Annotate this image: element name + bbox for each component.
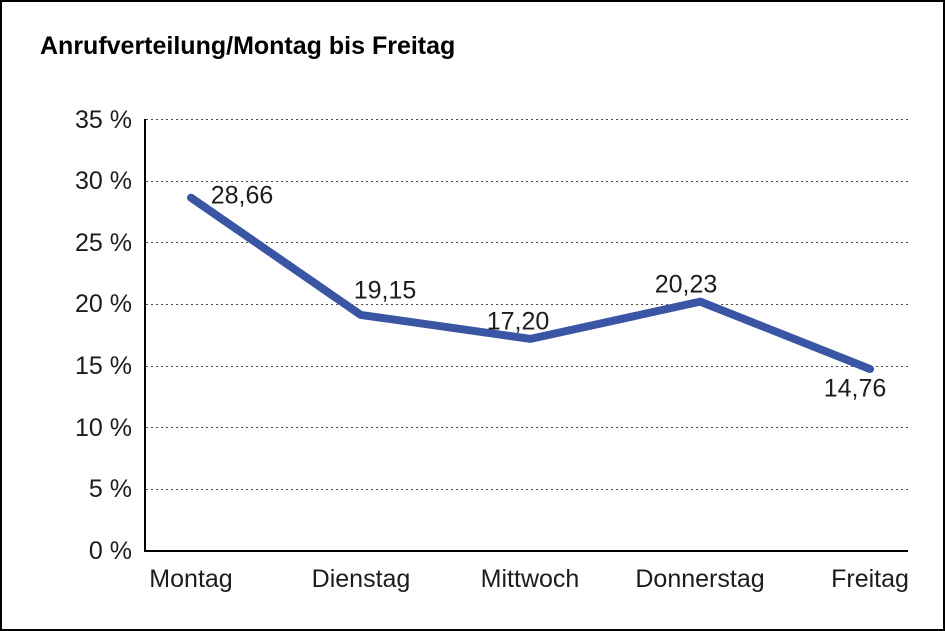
chart-title: Anrufverteilung/Montag bis Freitag (40, 32, 456, 60)
y-tick-label-30: 30 % (75, 167, 132, 195)
data-point-label-mittwoch: 17,20 (486, 307, 550, 336)
gridline-30 (146, 181, 908, 183)
x-category-label-montag: Montag (149, 565, 233, 593)
gridline-10 (146, 427, 908, 429)
x-axis-line (144, 550, 908, 552)
data-point-label-freitag: 14,76 (823, 374, 887, 403)
data-point-label-dienstag: 19,15 (353, 276, 417, 305)
data-point-label-montag: 28,66 (210, 181, 274, 210)
x-category-label-mittwoch: Mittwoch (480, 565, 580, 593)
x-category-label-dienstag: Dienstag (311, 565, 411, 593)
gridline-35 (146, 119, 908, 121)
gridline-20 (146, 304, 908, 306)
y-tick-label-10: 10 % (75, 414, 132, 442)
x-category-label-freitag: Freitag (831, 565, 909, 593)
data-point-label-donnerstag: 20,23 (654, 270, 718, 299)
y-tick-label-20: 20 % (75, 290, 132, 318)
data-line (187, 193, 874, 373)
y-tick-label-15: 15 % (75, 352, 132, 380)
gridline-25 (146, 242, 908, 244)
y-tick-label-25: 25 % (75, 229, 132, 257)
y-tick-label-5: 5 % (88, 475, 132, 503)
y-tick-label-35: 35 % (75, 106, 132, 134)
gridline-15 (146, 366, 908, 368)
y-axis-line (144, 119, 146, 552)
gridline-5 (146, 489, 908, 491)
x-category-label-donnerstag: Donnerstag (635, 565, 765, 593)
y-tick-label-0: 0 % (88, 537, 132, 565)
